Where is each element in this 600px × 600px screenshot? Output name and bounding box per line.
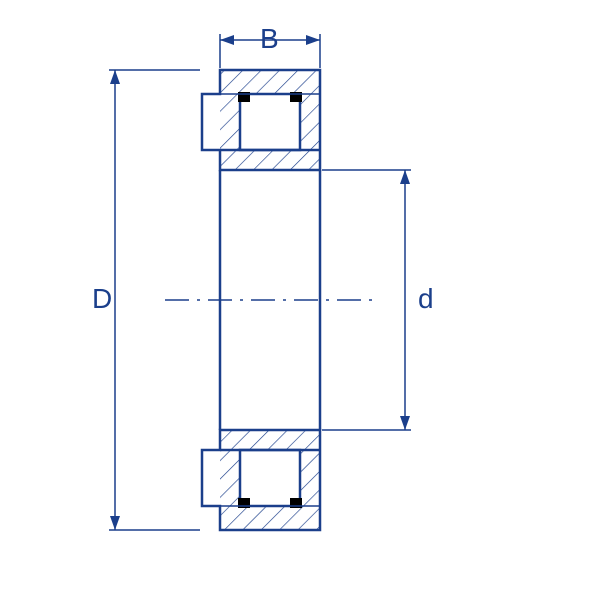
geometry (165, 70, 375, 530)
width-label: B (260, 23, 279, 54)
bearing-cross-section-diagram: D d B (0, 0, 600, 600)
outer-diameter-label: D (92, 283, 112, 314)
inner-diameter-label: d (418, 283, 434, 314)
